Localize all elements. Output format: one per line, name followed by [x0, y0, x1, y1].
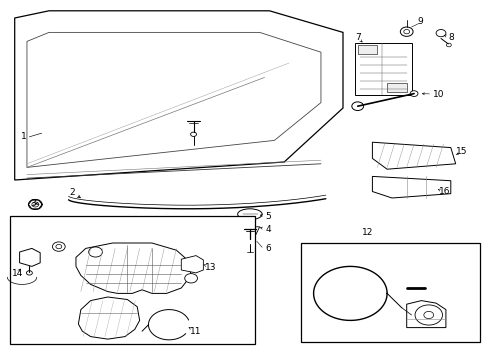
- Circle shape: [32, 202, 39, 207]
- Text: 4: 4: [265, 225, 271, 234]
- Polygon shape: [76, 243, 191, 293]
- Text: 15: 15: [456, 147, 468, 156]
- Circle shape: [410, 91, 418, 96]
- Polygon shape: [15, 11, 343, 180]
- Circle shape: [89, 247, 102, 257]
- Bar: [301, 243, 480, 342]
- Polygon shape: [372, 142, 456, 169]
- Polygon shape: [20, 248, 40, 266]
- Circle shape: [246, 239, 253, 244]
- Text: 12: 12: [362, 228, 373, 237]
- Text: 7: 7: [355, 32, 361, 41]
- Text: 16: 16: [439, 187, 451, 196]
- Text: 11: 11: [190, 327, 202, 336]
- Circle shape: [191, 132, 196, 136]
- Circle shape: [245, 221, 254, 228]
- Circle shape: [415, 305, 442, 325]
- Text: 9: 9: [417, 17, 423, 26]
- Circle shape: [404, 30, 410, 34]
- Text: 10: 10: [433, 90, 444, 99]
- Text: 5: 5: [265, 212, 271, 221]
- Text: 2: 2: [70, 188, 75, 197]
- Text: 1: 1: [21, 132, 26, 141]
- Polygon shape: [239, 227, 260, 235]
- Text: 8: 8: [448, 32, 454, 41]
- Text: 6: 6: [265, 244, 271, 253]
- Circle shape: [185, 274, 197, 283]
- Text: 3: 3: [30, 199, 36, 208]
- Circle shape: [52, 242, 65, 251]
- Circle shape: [28, 199, 42, 210]
- Circle shape: [446, 43, 451, 47]
- Text: 14: 14: [11, 269, 23, 278]
- Circle shape: [424, 311, 434, 319]
- Polygon shape: [355, 43, 412, 95]
- Circle shape: [436, 30, 446, 37]
- Polygon shape: [407, 301, 446, 328]
- Text: 13: 13: [205, 263, 217, 271]
- Bar: [358, 45, 377, 54]
- Polygon shape: [181, 256, 203, 273]
- Circle shape: [400, 27, 413, 36]
- Bar: [10, 216, 255, 344]
- Circle shape: [352, 102, 364, 111]
- Polygon shape: [372, 176, 451, 198]
- Ellipse shape: [238, 209, 262, 220]
- Circle shape: [56, 244, 62, 249]
- Circle shape: [26, 271, 32, 275]
- Bar: [387, 83, 407, 92]
- Polygon shape: [78, 297, 140, 339]
